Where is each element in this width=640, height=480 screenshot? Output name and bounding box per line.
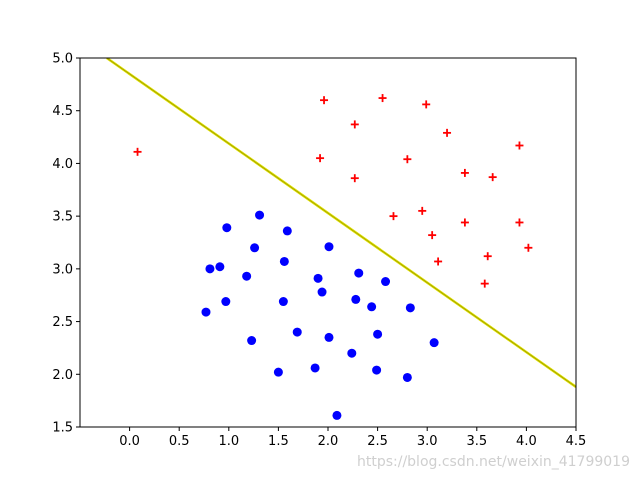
circle-point bbox=[351, 294, 361, 304]
y-tick-label: 3.5 bbox=[52, 210, 73, 225]
circle-point bbox=[324, 242, 334, 252]
plus-point bbox=[483, 252, 492, 261]
circle-point bbox=[402, 372, 412, 382]
plus-point bbox=[428, 231, 437, 240]
x-tick-label: 3.5 bbox=[466, 434, 487, 449]
plus-point bbox=[434, 257, 443, 266]
circle-point bbox=[282, 226, 292, 236]
circle-point bbox=[292, 327, 302, 337]
circle-point bbox=[242, 271, 252, 281]
plus-point bbox=[524, 243, 533, 252]
circle-point bbox=[381, 277, 391, 287]
plus-point bbox=[460, 168, 469, 177]
plus-point bbox=[443, 128, 452, 137]
x-tick-label: 3.0 bbox=[417, 434, 438, 449]
circle-point bbox=[247, 336, 257, 346]
circle-point bbox=[221, 297, 231, 307]
plus-point bbox=[403, 155, 412, 164]
x-tick-label: 2.5 bbox=[367, 434, 388, 449]
y-tick-label: 1.5 bbox=[52, 421, 73, 436]
circle-point bbox=[215, 262, 225, 272]
circle-point bbox=[367, 302, 377, 312]
x-tick-label: 4.5 bbox=[566, 434, 587, 449]
circle-point bbox=[317, 287, 327, 297]
plus-point bbox=[422, 100, 431, 109]
circle-point bbox=[205, 264, 215, 274]
y-tick-label: 2.5 bbox=[52, 315, 73, 330]
plus-point bbox=[488, 173, 497, 182]
plus-point bbox=[133, 147, 142, 156]
plus-point bbox=[320, 96, 329, 105]
circle-point bbox=[405, 303, 415, 313]
circle-point bbox=[313, 273, 323, 283]
x-tick-label: 2.0 bbox=[318, 434, 339, 449]
plus-point bbox=[350, 120, 359, 129]
x-tick-label: 4.0 bbox=[516, 434, 537, 449]
plus-point bbox=[480, 279, 489, 288]
circle-point bbox=[279, 256, 289, 266]
y-tick-label: 4.5 bbox=[52, 104, 73, 119]
circle-point bbox=[255, 210, 265, 220]
circle-point bbox=[354, 268, 364, 278]
circle-point bbox=[324, 332, 334, 342]
plus-point bbox=[418, 206, 427, 215]
y-tick-label: 5.0 bbox=[52, 52, 73, 67]
plus-point bbox=[389, 212, 398, 221]
circle-point bbox=[373, 329, 383, 339]
circle-point bbox=[347, 348, 357, 358]
plus-point bbox=[316, 154, 325, 163]
circle-point bbox=[429, 338, 439, 348]
plus-point bbox=[515, 218, 524, 227]
x-tick-label: 0.5 bbox=[169, 434, 190, 449]
x-tick-label: 0.0 bbox=[119, 434, 140, 449]
watermark-text: https://blog.csdn.net/weixin_41799019 bbox=[357, 454, 630, 470]
axis-ticks: 0.0 0.5 1.0 1.5 2.0 2.5 3.0 3.5 4.0 4.5 1.5 2.0 2.5 3… bbox=[52, 52, 586, 450]
plus-point bbox=[515, 141, 524, 150]
y-tick-label: 3.0 bbox=[52, 262, 73, 277]
circle-point bbox=[372, 365, 382, 375]
plus-point bbox=[460, 218, 469, 227]
y-tick-label: 2.0 bbox=[52, 368, 73, 383]
circle-point bbox=[310, 363, 320, 373]
circle-point bbox=[278, 297, 288, 307]
decision-boundary-line-core bbox=[106, 58, 576, 388]
plot-marks bbox=[106, 58, 576, 420]
circle-point bbox=[273, 367, 283, 377]
x-tick-label: 1.0 bbox=[218, 434, 239, 449]
y-tick-label: 4.0 bbox=[52, 157, 73, 172]
x-tick-label: 1.5 bbox=[268, 434, 289, 449]
circle-point bbox=[222, 223, 232, 233]
plus-point bbox=[350, 174, 359, 183]
circle-point bbox=[250, 243, 260, 253]
circle-point bbox=[332, 410, 342, 420]
circle-point bbox=[201, 307, 211, 317]
plus-point bbox=[378, 94, 387, 103]
